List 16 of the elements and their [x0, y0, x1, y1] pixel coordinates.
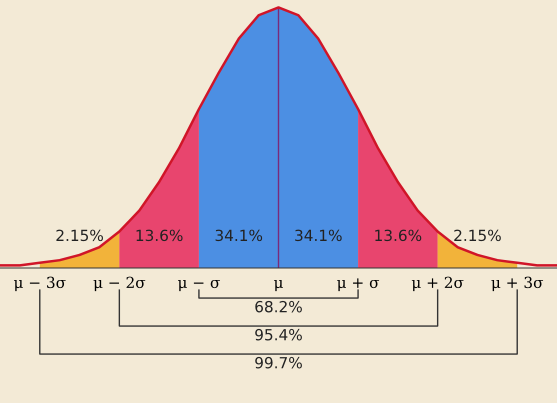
text: 95.4%: [255, 328, 302, 340]
band-label: 13.6%: [375, 230, 422, 242]
x-tick-label: μ + 3σ: [491, 276, 544, 292]
x-tick-label: μ + σ: [337, 278, 380, 292]
x-tick-label: μ + 2σ: [412, 276, 464, 292]
band-label: 34.1%: [295, 230, 342, 242]
x-tick-label: μ − 2σ: [94, 276, 146, 292]
band-label: 13.6%: [136, 230, 183, 242]
x-tick-label: μ − 3σ: [14, 276, 66, 292]
band-label: 2.15%: [56, 230, 103, 242]
text: 68.2%: [255, 300, 302, 312]
band-label: 34.1%: [216, 230, 262, 242]
band-label: 2.15%: [454, 230, 501, 242]
x-tick-label: μ − σ: [178, 280, 220, 292]
x-tick-label: μ: [274, 280, 283, 292]
text: 99.7%: [255, 356, 302, 368]
